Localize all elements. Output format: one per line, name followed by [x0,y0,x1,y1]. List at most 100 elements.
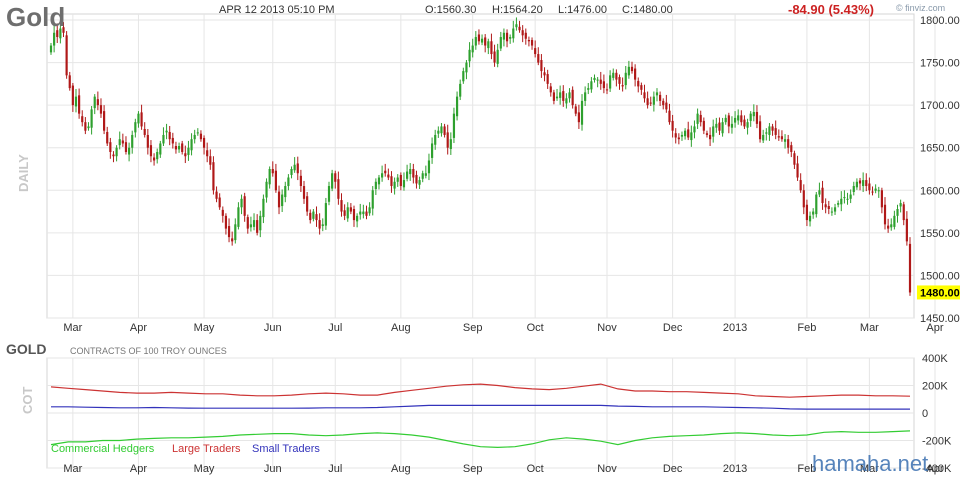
cot-y-tick-label: 0 [922,408,928,420]
candle-body [543,72,546,76]
candle-body [112,154,115,157]
candle-body [490,41,493,55]
candle-body [855,181,858,188]
candle-body [324,203,327,226]
month-label: Apr [130,322,147,334]
month-label: 2013 [723,322,747,334]
candle-body [121,140,124,144]
candle-body [384,170,387,174]
candle-body [218,197,221,208]
cot-month-label: Apr [130,463,147,475]
candle-body [559,92,562,98]
candle-body [134,122,137,133]
candle-body [880,190,883,208]
month-label: Apr [926,322,943,334]
candle-body [499,37,502,49]
month-label: Dec [663,322,683,334]
cot-month-label: 2013 [723,463,747,475]
candle-body [396,177,399,182]
candle-body [896,209,899,216]
candle-body [81,116,84,123]
cot-month-label: Mar [860,463,879,475]
candle-body [284,186,287,198]
candle-body [596,79,599,81]
candle-body [312,211,315,219]
candle-body [668,110,671,123]
candle-body [359,211,362,215]
candle-body [152,157,156,161]
candle-body [724,117,727,123]
candle-body [627,66,630,76]
candle-body [118,139,121,146]
candle-body [649,102,652,104]
candle-body [406,171,409,179]
candle-body [674,133,677,138]
candle-body [480,38,484,43]
candle-body [837,203,840,205]
candle-body [537,54,540,63]
candle-body [887,225,890,229]
cot-month-label: Dec [663,463,683,475]
candle-body [309,212,312,221]
candle-body [53,32,56,46]
candle-body [277,191,281,208]
candle-body [149,145,153,157]
candle-body [171,137,174,144]
cot-month-label: Nov [597,463,617,475]
candle-body [871,191,874,193]
commercial-hedgers-line [50,430,911,449]
candle-body [415,174,418,184]
candle-body [693,126,696,133]
month-label: Sep [463,322,483,334]
candle-body [262,198,265,218]
candle-body [381,173,384,178]
candle-body [418,180,421,185]
cot-month-label: May [194,463,215,475]
candle-body [393,181,396,189]
candle-body [893,215,896,227]
candle-body [808,215,812,222]
candle-body [362,211,365,215]
candle-body [577,112,580,123]
candle-body [168,131,171,140]
month-label: Oct [527,322,544,334]
candle-body [634,68,637,80]
price-grid [46,13,936,319]
candle-body [827,206,830,210]
candle-body [268,169,271,185]
small-traders-line [51,404,910,410]
candle-body [293,164,296,171]
candle-body [387,174,390,178]
candle-body [787,139,790,148]
legend-commercial-hedgers: Commercial Hedgers [51,443,155,455]
cot-month-label: Jul [328,463,342,475]
candle-body [409,169,412,175]
candle-body [252,220,256,227]
cot-y-tick-label: -400K [922,463,952,475]
candle-body [599,79,602,84]
candle-body [62,27,65,33]
candle-body [237,207,240,227]
brand-link[interactable]: © finviz.com [896,3,946,13]
candle-body [215,191,218,199]
candle-body [684,130,687,137]
candle-body [733,117,737,123]
candle-body [59,28,62,39]
candle-body [833,207,837,212]
candle-body [296,163,299,174]
candle-body [287,177,290,187]
last-price-marker [917,285,960,300]
candle-body [630,66,634,72]
candle-body [231,238,234,242]
candle-body [243,196,246,216]
candle-body [124,142,128,152]
candle-body [193,134,196,140]
cot-title: GOLD [6,341,47,357]
candle-body [87,126,90,129]
candle-body [365,211,368,216]
candle-body [846,198,849,200]
candle-body [793,153,796,165]
candle-body [65,35,68,76]
change-value: -84.90 (5.43%) [788,2,874,17]
cot-month-label: Sep [463,463,483,475]
